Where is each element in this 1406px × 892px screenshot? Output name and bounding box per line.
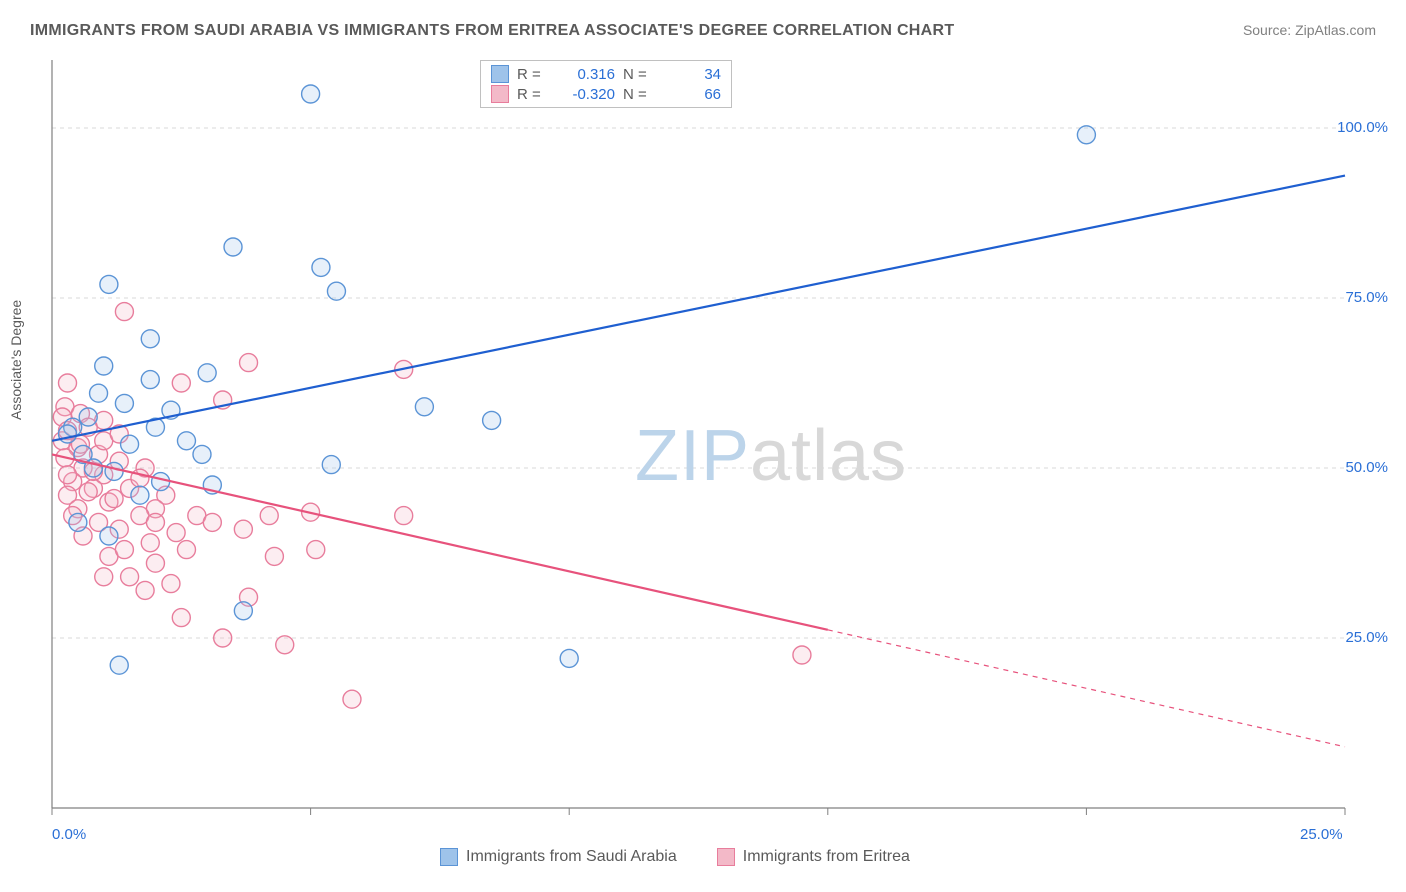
chart-title: IMMIGRANTS FROM SAUDI ARABIA VS IMMIGRAN… [30, 22, 954, 40]
y-tick-label: 100.0% [1337, 119, 1388, 136]
y-axis-label: Associate's Degree [8, 300, 24, 420]
n-label: N = [623, 86, 653, 103]
legend-series: Immigrants from Saudi Arabia Immigrants … [440, 848, 910, 866]
swatch-series-1 [717, 848, 735, 866]
legend-stats: R = 0.316 N = 34 R = -0.320 N = 66 [480, 60, 732, 108]
r-value-0: 0.316 [555, 66, 615, 83]
x-tick-label: 0.0% [52, 826, 86, 843]
y-tick-label: 75.0% [1345, 289, 1388, 306]
legend-label: Immigrants from Saudi Arabia [466, 848, 677, 866]
r-label: R = [517, 66, 547, 83]
y-tick-label: 25.0% [1345, 629, 1388, 646]
swatch-series-1 [491, 85, 509, 103]
legend-label: Immigrants from Eritrea [743, 848, 910, 866]
legend-stats-row: R = 0.316 N = 34 [491, 65, 721, 83]
legend-stats-row: R = -0.320 N = 66 [491, 85, 721, 103]
source-attribution: Source: ZipAtlas.com [1243, 22, 1376, 38]
legend-item: Immigrants from Eritrea [717, 848, 910, 866]
plot-area: ZIPatlas R = 0.316 N = 34 R = -0.320 N =… [50, 60, 1390, 820]
y-tick-label: 50.0% [1345, 459, 1388, 476]
n-value-0: 34 [661, 66, 721, 83]
n-label: N = [623, 66, 653, 83]
chart-svg [50, 60, 1390, 820]
n-value-1: 66 [661, 86, 721, 103]
legend-item: Immigrants from Saudi Arabia [440, 848, 677, 866]
swatch-series-0 [491, 65, 509, 83]
r-label: R = [517, 86, 547, 103]
r-value-1: -0.320 [555, 86, 615, 103]
x-tick-label: 25.0% [1300, 826, 1343, 843]
swatch-series-0 [440, 848, 458, 866]
